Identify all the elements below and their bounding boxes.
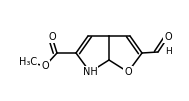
Text: O: O bbox=[48, 32, 56, 42]
Text: O: O bbox=[41, 61, 49, 71]
Text: H: H bbox=[165, 46, 171, 56]
Text: NH: NH bbox=[83, 67, 97, 77]
Text: O: O bbox=[124, 67, 132, 77]
Text: O: O bbox=[164, 32, 172, 42]
Text: H₃C: H₃C bbox=[19, 57, 37, 67]
